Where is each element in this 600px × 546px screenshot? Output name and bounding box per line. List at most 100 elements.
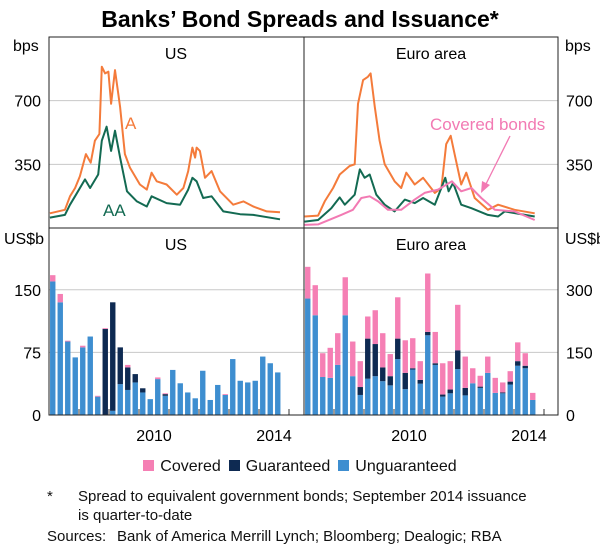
bar-covered [335,333,341,365]
legend-item: Covered [143,458,221,475]
bar-covered [402,340,408,373]
y-tick-label: 350 [566,157,593,174]
bar-covered [350,341,356,377]
bar-guaranteed [500,392,506,394]
bar-unguaranteed [515,365,521,415]
bar-guaranteed [515,361,521,366]
x-tick-label: 2010 [391,428,427,445]
bar-covered [372,310,378,345]
sources-label: Sources: [47,528,107,545]
line-aa [49,125,281,221]
y-tick-label: 300 [566,283,593,300]
line-aa [304,168,535,223]
x-tick-label: 2014 [256,428,292,445]
bar-guaranteed [417,379,423,384]
bar-guaranteed [380,367,386,382]
bar-guaranteed [477,386,483,388]
bar-unguaranteed [402,389,408,415]
bar-covered [327,347,333,378]
bar-unguaranteed [125,389,131,415]
bar-unguaranteed [380,381,386,415]
legend-label: Guaranteed [245,458,331,475]
annotation-arrowhead [481,181,490,193]
bar-unguaranteed [80,347,86,415]
bar-unguaranteed [185,392,191,415]
footnote: Spread to equivalent government bonds; S… [78,487,527,525]
legend-swatch [143,460,155,471]
bar-guaranteed [372,344,378,377]
bar-unguaranteed [215,384,221,415]
bar-covered [530,392,536,400]
bar-unguaranteed [200,370,206,415]
bar-covered [155,377,161,380]
bar-guaranteed [140,388,146,393]
legend-item: Unguaranteed [338,458,457,475]
bar-covered [387,354,393,377]
bar-unguaranteed [507,384,513,415]
bar-unguaranteed [342,315,348,415]
bar-covered [57,293,63,303]
bar-covered [395,297,401,339]
bar-guaranteed [402,372,408,390]
bar-covered [357,361,363,388]
bar-unguaranteed [485,372,491,415]
annotation-arrow [484,135,511,187]
bar-covered [95,395,101,397]
footnote-line-2: is quarter-to-date [78,507,193,524]
bar-unguaranteed [305,298,311,415]
bar-unguaranteed [372,376,378,415]
bar-unguaranteed [162,395,168,415]
bar-unguaranteed [500,393,506,415]
chart-title: Banks’ Bond Spreads and Issuance* [101,6,499,32]
legend: Covered Guaranteed Unguaranteed [0,458,600,476]
bar-unguaranteed [147,399,153,415]
bar-covered [507,371,513,382]
bar-covered [222,394,228,395]
sources: Bank of America Merrill Lynch; Bloomberg… [117,528,502,545]
bar-unguaranteed [170,369,176,415]
bar-unguaranteed [440,396,446,415]
bar-guaranteed [117,347,123,385]
bar-covered [380,333,386,368]
line-a [304,72,535,218]
bar-unguaranteed [312,315,318,415]
bar-unguaranteed [230,359,236,415]
y-tick-label: 700 [14,94,41,111]
bar-unguaranteed [492,392,498,415]
bar-guaranteed [440,394,446,397]
bar-covered [162,393,168,395]
bar-covered [515,342,521,362]
bar-covered [365,316,371,339]
bar-covered [417,361,423,380]
bar-unguaranteed [87,336,93,415]
bar-guaranteed [132,374,138,383]
bar-unguaranteed [470,383,476,415]
footnote-marker: * [47,488,53,505]
bar-covered [440,363,446,395]
panel-title-bottom-right: Euro area [396,237,466,254]
bar-covered [432,331,438,364]
legend-swatch [228,460,240,471]
annotation-AA: AA [103,201,126,220]
y-tick-label: 150 [14,283,41,300]
bar-unguaranteed [357,394,363,415]
bar-covered [425,273,431,332]
legend-label: Covered [160,458,221,475]
bar-unguaranteed [417,383,423,415]
bar-covered [462,356,468,388]
panel-title-bottom-left: US [165,237,187,254]
bar-covered [102,328,108,330]
bar-unguaranteed [477,387,483,415]
bar-unguaranteed [455,369,461,415]
annotation-covered-bonds: Covered bonds [430,115,545,134]
bar-unguaranteed [237,380,243,415]
bar-unguaranteed [267,363,273,415]
bar-unguaranteed [57,302,63,415]
bar-unguaranteed [222,394,228,415]
y-tick-label: 700 [566,94,593,111]
line-a [49,65,281,215]
bar-covered [342,277,348,316]
bar-covered [447,361,453,390]
bar-guaranteed [357,387,363,395]
